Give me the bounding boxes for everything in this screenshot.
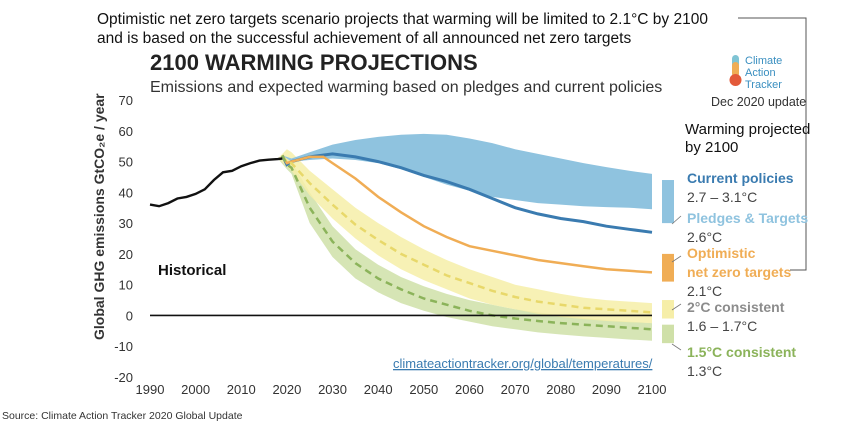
logo-line-2: Action — [745, 67, 776, 79]
legend-label: 2°C consistent — [687, 299, 785, 315]
update-date: Dec 2020 update — [711, 95, 806, 109]
x-tick-label: 2010 — [227, 382, 256, 397]
x-tick-label: 2030 — [318, 382, 347, 397]
scenario-lines — [149, 152, 653, 331]
line-1-5c-consistent — [281, 154, 653, 331]
line-historical — [149, 157, 283, 208]
x-tick-label: 2050 — [409, 382, 438, 397]
x-tick-label: 2020 — [272, 382, 301, 397]
legend-leader — [671, 215, 682, 225]
y-tick-label: -10 — [114, 339, 133, 354]
legend-range: 2.1°C — [687, 283, 722, 299]
note-bracket — [738, 17, 807, 271]
legend-label: 1.5°C consistent — [687, 344, 796, 360]
line-2c-consistent — [281, 154, 653, 314]
band-2-c-consistent — [277, 149, 652, 324]
cat-logo: Climate Action Tracker — [729, 55, 782, 91]
scenario-bands — [277, 133, 652, 341]
scenario-note: Optimistic net zero targets scenario pro… — [97, 11, 708, 47]
x-tick-label: 1990 — [136, 382, 165, 397]
source-url: climateactiontracker.org/global/temperat… — [393, 356, 653, 371]
legend-swatch — [662, 300, 674, 319]
x-tick-label: 2080 — [546, 382, 575, 397]
line-optimistic-net-zero — [281, 154, 653, 274]
chart-title: 2100 WARMING PROJECTIONS — [150, 50, 478, 75]
x-tick-label: 2000 — [181, 382, 210, 397]
thermometer-icon — [729, 55, 742, 86]
y-tick-label: 20 — [119, 247, 133, 262]
y-tick-label: -20 — [114, 370, 133, 385]
band-current-policies — [282, 133, 652, 210]
legend-swatch — [662, 324, 674, 344]
legend-leader — [671, 303, 682, 311]
x-tick-label: 2100 — [638, 382, 667, 397]
y-tick-label: 40 — [119, 185, 133, 200]
x-tick-label: 2090 — [592, 382, 621, 397]
logo-line-1: Climate — [745, 55, 782, 67]
legend-label: Current policies — [687, 170, 794, 186]
y-tick-label: 70 — [119, 93, 133, 108]
legend-label: Optimistic — [687, 245, 756, 261]
x-tick-label: 2070 — [501, 382, 530, 397]
legend-leader — [671, 343, 682, 351]
legend-range: 2.6°C — [687, 229, 722, 245]
legend-leader — [671, 255, 682, 263]
logo-line-3: Tracker — [745, 79, 782, 91]
x-tick-label: 2060 — [455, 382, 484, 397]
y-tick-label: 60 — [119, 124, 133, 139]
y-axis-label: Global GHG emissions GtCO₂e / year — [91, 93, 107, 340]
legend-title-line-2: by 2100 — [685, 139, 738, 156]
legend-range: 2.7 – 3.1°C — [687, 189, 757, 205]
legend-label-line-2: net zero targets — [687, 264, 791, 280]
y-tick-label: 30 — [119, 216, 133, 231]
band-1-5-c-consistent — [277, 158, 652, 341]
y-tick-label: 0 — [126, 308, 133, 323]
legend-swatch — [662, 253, 674, 282]
legend-range: 1.3°C — [687, 363, 722, 379]
y-tick-label: 50 — [119, 155, 133, 170]
source-note: Source: Climate Action Tracker 2020 Glob… — [2, 410, 243, 422]
legend-range: 1.6 – 1.7°C — [687, 318, 757, 334]
y-tick-label: 10 — [119, 278, 133, 293]
historical-label: Historical — [158, 262, 226, 279]
x-tick-label: 2040 — [364, 382, 393, 397]
legend-label: Pledges & Targets — [687, 210, 808, 226]
chart-subtitle: Emissions and expected warming based on … — [150, 79, 662, 96]
legend-title: Warming projected — [685, 121, 810, 138]
legend-swatch — [662, 180, 674, 224]
